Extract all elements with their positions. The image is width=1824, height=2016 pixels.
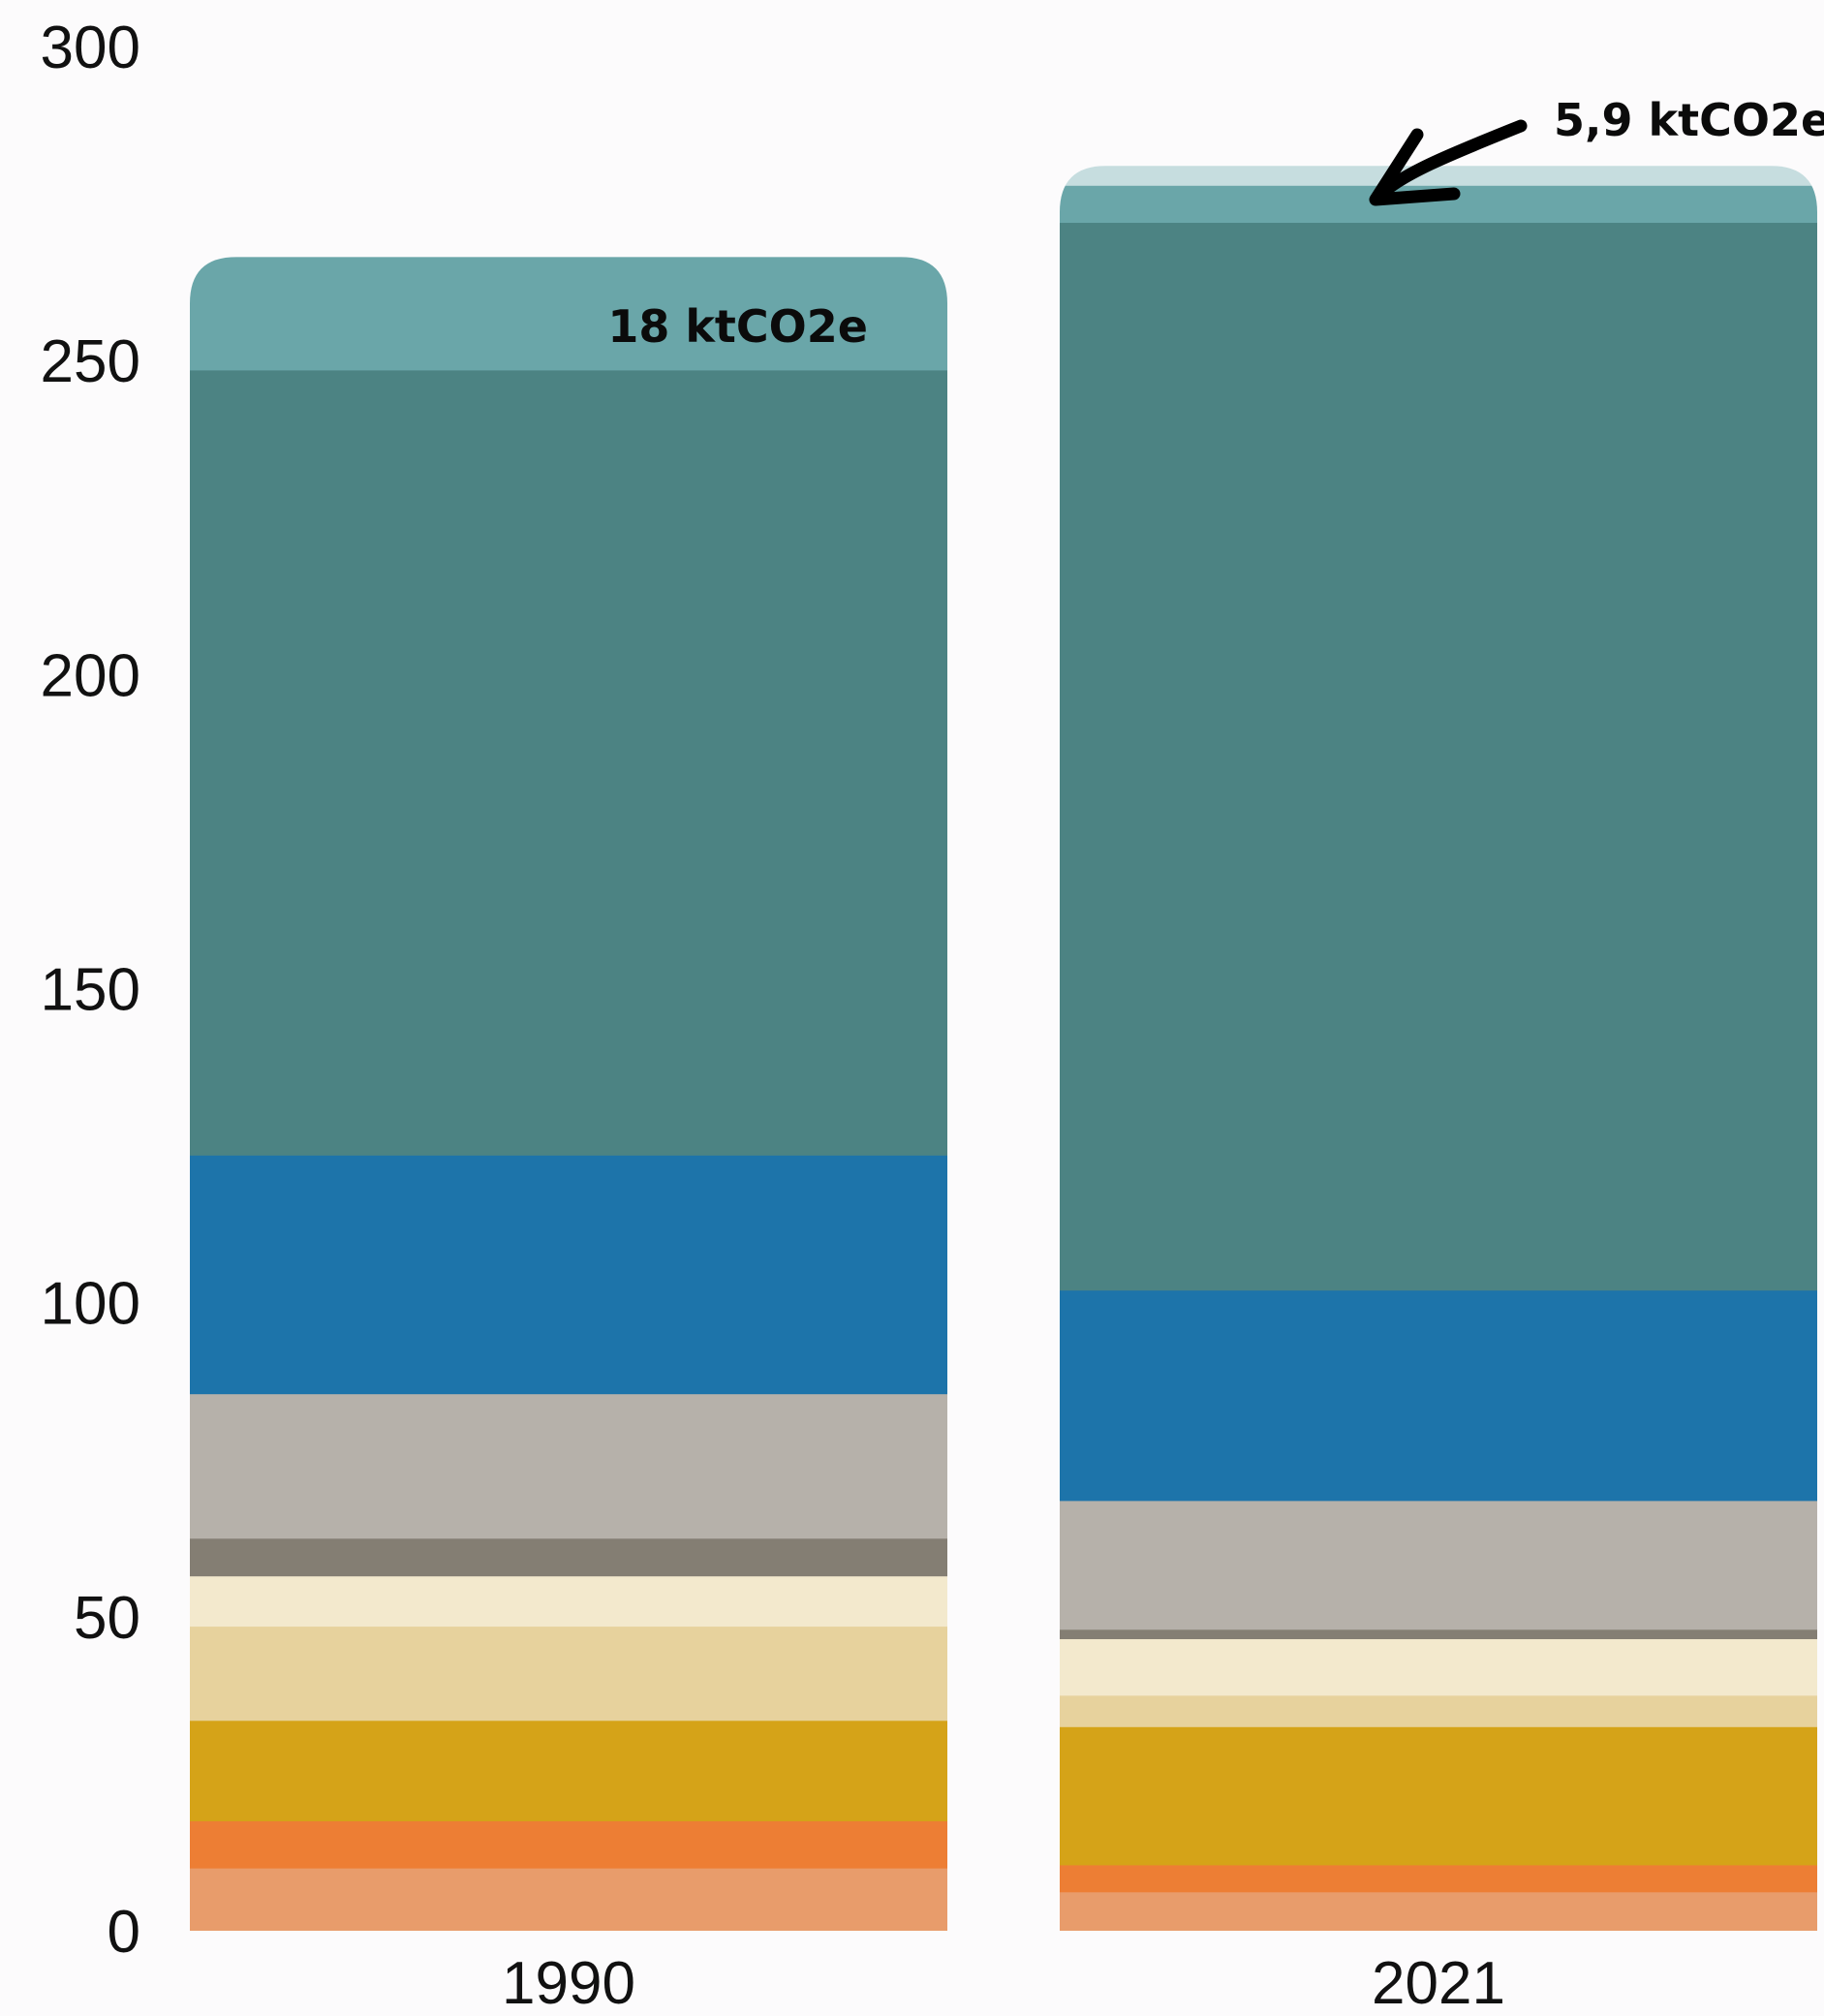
bar-segment — [190, 1393, 947, 1539]
bar-segment — [190, 1155, 947, 1395]
bar-segment — [190, 1575, 947, 1628]
y-tick-label: 150 — [41, 957, 140, 1024]
bar-segment — [1060, 1726, 1817, 1866]
bar-segment — [190, 1537, 947, 1577]
bar-segment — [1060, 166, 1817, 186]
bar-stack-1990 — [190, 257, 947, 1932]
y-tick-label: 200 — [41, 642, 140, 709]
bar-segment — [1060, 222, 1817, 1291]
bar-segment — [1060, 1500, 1817, 1630]
bar-segment — [190, 1626, 947, 1721]
arrow-head — [1369, 128, 1461, 206]
annotation-label-2021: 5,9 ktCO2e — [1554, 94, 1824, 146]
y-tick-label: 50 — [74, 1585, 140, 1652]
bar-segment — [1060, 1289, 1817, 1502]
bar-segment — [1060, 1694, 1817, 1727]
bar-segment — [190, 1720, 947, 1822]
y-tick-label: 100 — [41, 1271, 140, 1338]
y-tick-label: 300 — [41, 15, 140, 81]
x-axis: 1990 2021 — [502, 1950, 1505, 2016]
x-category-label: 2021 — [1372, 1950, 1505, 2016]
bar-segment — [1060, 1628, 1817, 1640]
bar-segment — [1060, 1891, 1817, 1931]
y-axis: 0 50 100 150 200 250 300 — [41, 15, 140, 1966]
bar-segment — [190, 1868, 947, 1932]
y-tick-label: 250 — [41, 328, 140, 395]
annotation-label-1990: 18 ktCO2e — [607, 300, 868, 353]
bar-segment — [190, 369, 947, 1156]
annotations: 18 ktCO2e 5,9 ktCO2e — [607, 94, 1824, 353]
bar-stack-2021 — [1060, 166, 1817, 1931]
bar-segment — [190, 1820, 947, 1869]
x-category-label: 1990 — [502, 1950, 635, 2016]
annotation-arrow-icon — [1369, 119, 1528, 206]
bar-segment — [190, 257, 947, 371]
bar-segment — [1060, 1638, 1817, 1696]
bar-stacks — [190, 166, 1817, 1932]
y-tick-label: 0 — [108, 1899, 140, 1966]
bar-segment — [1060, 1864, 1817, 1893]
